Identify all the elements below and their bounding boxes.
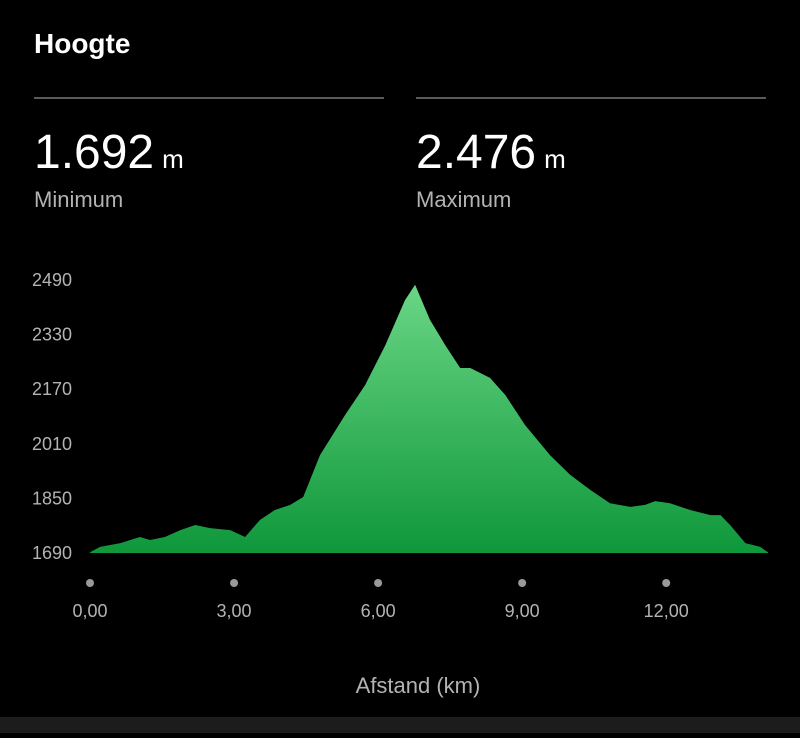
x-tick-label: 12,00 — [644, 601, 689, 621]
stat-unit: m — [544, 144, 566, 174]
stat-label: Maximum — [416, 187, 511, 212]
x-tick-label: 9,00 — [505, 601, 540, 621]
x-tick-dot — [86, 579, 94, 587]
y-tick-label: 2170 — [32, 379, 72, 399]
stat-number: 1.692 — [34, 126, 154, 179]
x-axis-title: Afstand (km) — [356, 673, 481, 698]
stat-label: Minimum — [34, 187, 123, 212]
y-tick-label: 2330 — [32, 325, 72, 345]
bottom-bar — [0, 717, 800, 733]
stat-number: 2.476 — [416, 126, 536, 179]
x-tick-dot — [662, 579, 671, 587]
elevation-area — [90, 284, 768, 553]
y-tick-label: 1690 — [32, 543, 72, 563]
x-tick-dot — [518, 579, 527, 587]
y-tick-label: 2010 — [32, 434, 72, 454]
x-tick-dot — [374, 579, 383, 587]
stat-value: 2.476 m — [416, 126, 566, 179]
x-tick-label: 6,00 — [361, 601, 396, 621]
x-tick-label: 0,00 — [72, 601, 107, 621]
y-tick-label: 2490 — [32, 270, 72, 290]
y-tick-label: 1850 — [32, 488, 72, 508]
stat-unit: m — [162, 144, 184, 174]
x-tick-label: 3,00 — [217, 601, 252, 621]
x-tick-dot — [230, 579, 239, 587]
title: Hoogte — [34, 28, 130, 59]
stat-value: 1.692 m — [34, 126, 184, 179]
